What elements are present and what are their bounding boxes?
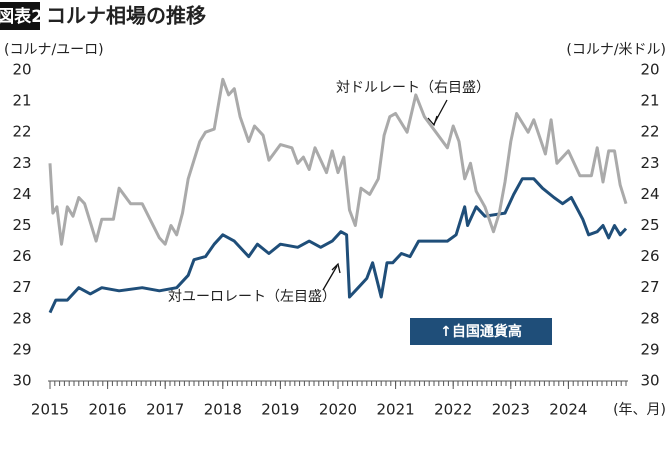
y2-tick-label: 28 [640,309,659,327]
y2-tick-label: 27 [640,278,659,296]
x-axis-label: (年、月) [613,402,666,418]
y2-tick-label: 30 [640,372,659,390]
x-tick-label: 2015 [31,401,69,419]
arrow-head [427,115,438,127]
y2-tick-label: 20 [640,61,659,79]
y-tick-label: 20 [12,61,31,79]
x-tick-label: 2024 [549,401,587,419]
chart-title: コルナ相場の推移 [46,4,206,28]
y2-tick-label: 25 [640,216,659,234]
y-tick-label: 27 [12,278,31,296]
y-tick-label: 29 [12,340,31,358]
arrow [322,265,338,291]
y-tick-label: 21 [12,92,31,110]
x-tick-label: 2023 [492,401,530,419]
x-tick-label: 2017 [146,401,184,419]
annotation: 対ドルレート（右目盛） [336,80,490,96]
y2-tick-label: 29 [640,340,659,358]
y2-tick-label: 23 [640,154,659,172]
y-tick-label: 22 [12,123,31,141]
line-series [48,77,628,246]
y2-tick-label: 26 [640,247,659,265]
y-tick-label: 30 [12,372,31,390]
annotation: ↑自国通貨高 [440,323,522,340]
x-tick-label: 2021 [377,401,415,419]
x-tick-label: 2016 [89,401,127,419]
y2-tick-label: 24 [640,185,659,203]
x-tick-label: 2019 [261,401,299,419]
y2-axis-label: (コルナ/米ドル) [566,42,666,58]
x-tick-label: 2020 [319,401,357,419]
annotation: 対ユーロレート（左目盛） [168,289,336,305]
y2-tick-label: 22 [640,123,659,141]
title-badge-bg [0,2,40,30]
y-axis-label: (コルナ/ユーロ) [4,42,104,58]
y-tick-label: 23 [12,154,31,172]
y-tick-label: 26 [12,247,31,265]
x-tick-label: 2018 [204,401,242,419]
line-series [48,177,628,314]
x-tick-label: 2022 [434,401,472,419]
y-tick-label: 28 [12,309,31,327]
arrow-head [331,262,341,274]
title-badge: 図表2 [0,6,43,27]
y-tick-label: 24 [12,185,31,203]
y2-tick-label: 21 [640,92,659,110]
badge-bg [410,318,552,345]
y-tick-label: 25 [12,216,31,234]
arrows [322,99,448,291]
